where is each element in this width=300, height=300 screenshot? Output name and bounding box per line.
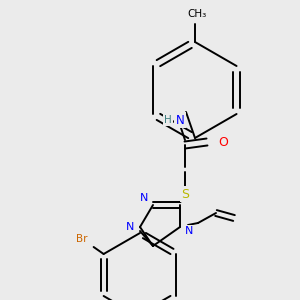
Text: H: H <box>164 115 172 125</box>
Text: Br: Br <box>76 234 87 244</box>
Text: CH₃: CH₃ <box>188 9 207 19</box>
Text: N: N <box>140 193 148 203</box>
Text: S: S <box>181 188 189 200</box>
Text: O: O <box>218 136 228 148</box>
Text: N: N <box>185 226 193 236</box>
Text: N: N <box>126 222 134 232</box>
Text: N: N <box>176 113 184 127</box>
